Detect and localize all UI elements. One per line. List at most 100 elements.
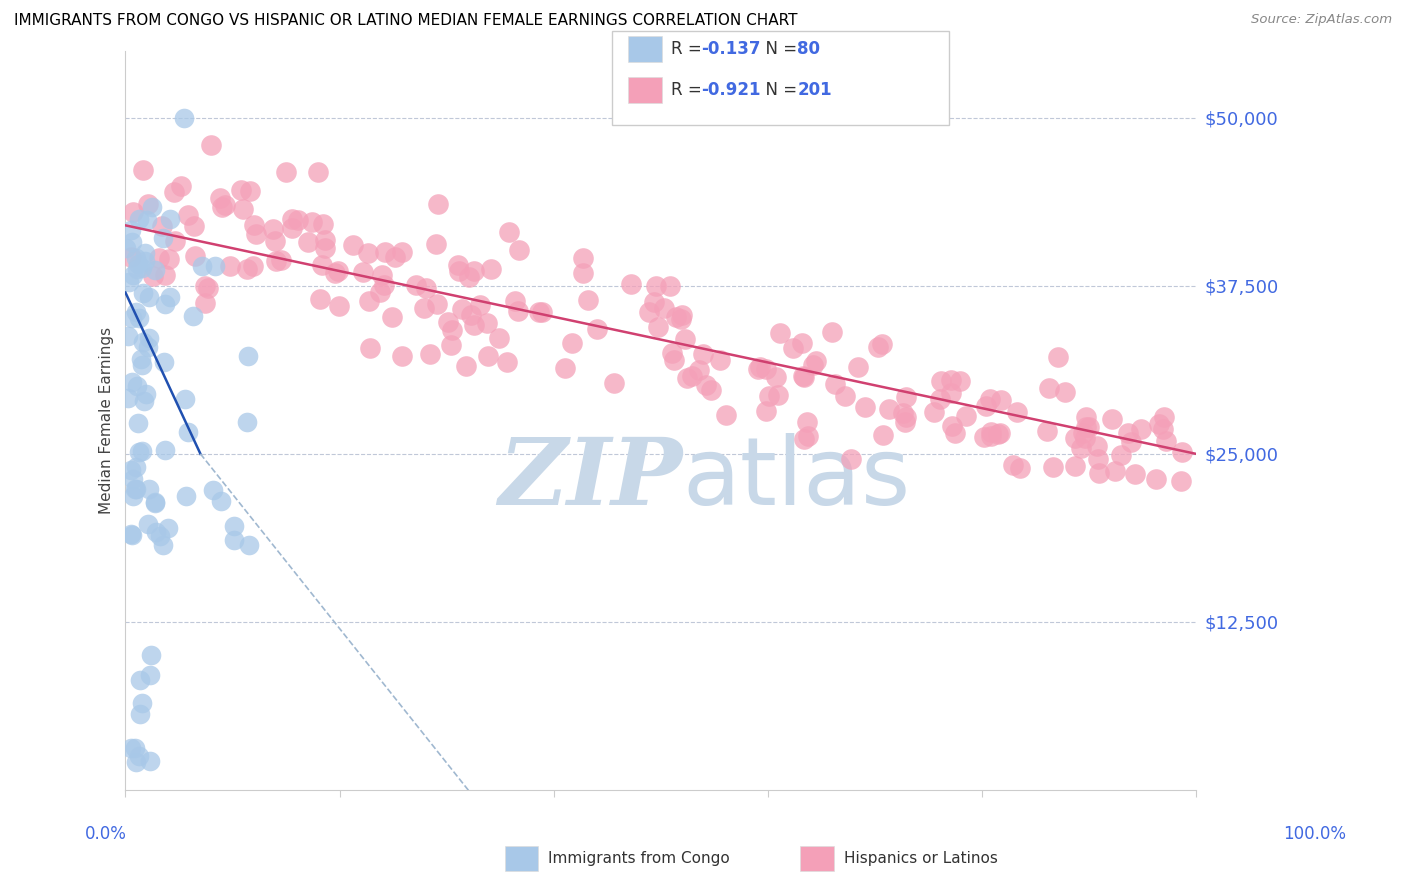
Point <box>1073 426 1095 441</box>
Point <box>1109 448 1132 462</box>
Point <box>673 332 696 346</box>
Point <box>405 278 427 293</box>
Point <box>209 192 232 206</box>
Point <box>131 697 153 711</box>
Text: IMMIGRANTS FROM CONGO VS HISPANIC OR LATINO MEDIAN FEMALE EARNINGS CORRELATION C: IMMIGRANTS FROM CONGO VS HISPANIC OR LAT… <box>14 13 797 29</box>
Point <box>647 320 669 334</box>
Text: ZIP: ZIP <box>498 434 682 524</box>
Point <box>384 250 406 264</box>
Point <box>132 162 155 177</box>
Point <box>238 349 260 363</box>
Point <box>143 496 166 510</box>
Point <box>1074 420 1097 434</box>
Point <box>125 755 148 769</box>
Point <box>163 185 186 199</box>
Point <box>323 266 346 280</box>
Point <box>169 178 191 193</box>
Point <box>894 391 917 405</box>
Point <box>460 309 482 323</box>
Point <box>797 428 820 442</box>
Point <box>157 252 180 266</box>
Point <box>1053 384 1076 399</box>
Point <box>263 234 285 248</box>
Point <box>120 462 142 476</box>
Point <box>153 297 176 311</box>
Point <box>792 368 814 383</box>
Point <box>311 258 333 272</box>
Point <box>143 494 166 508</box>
Point <box>1047 351 1070 365</box>
Point <box>132 394 155 409</box>
Point <box>357 246 380 260</box>
Point <box>503 294 526 309</box>
Point <box>135 212 157 227</box>
Point <box>128 706 150 721</box>
Point <box>132 286 155 301</box>
Point <box>665 310 688 324</box>
Point <box>134 245 156 260</box>
Point <box>498 225 520 239</box>
Point <box>440 338 463 352</box>
Point <box>138 290 160 304</box>
Point <box>929 374 952 388</box>
Point <box>173 111 195 125</box>
Point <box>121 375 143 389</box>
Point <box>1078 419 1101 434</box>
Point <box>1104 464 1126 478</box>
Point <box>447 259 470 273</box>
Text: Source: ZipAtlas.com: Source: ZipAtlas.com <box>1251 13 1392 27</box>
Text: -0.921: -0.921 <box>702 81 761 99</box>
Point <box>194 279 217 293</box>
Point <box>765 369 787 384</box>
Point <box>183 219 205 233</box>
Point <box>371 268 394 282</box>
Point <box>287 213 309 227</box>
Point <box>638 305 661 319</box>
Point <box>138 340 160 354</box>
Point <box>939 373 962 387</box>
Point <box>139 668 162 682</box>
Point <box>139 754 162 768</box>
Point <box>122 268 145 282</box>
Point <box>839 452 862 467</box>
Point <box>576 293 599 308</box>
Point <box>872 427 894 442</box>
Point <box>352 265 374 279</box>
Point <box>804 353 827 368</box>
Point <box>782 341 804 355</box>
Point <box>709 352 731 367</box>
Point <box>242 259 264 273</box>
Point <box>846 359 869 374</box>
Point <box>236 261 259 276</box>
Point <box>939 386 962 401</box>
Point <box>695 378 717 392</box>
Point <box>125 252 148 266</box>
Point <box>877 401 900 416</box>
Point <box>359 294 381 309</box>
Point <box>669 311 692 326</box>
Point <box>1008 460 1031 475</box>
Point <box>177 425 200 439</box>
Point <box>440 323 463 337</box>
Text: Immigrants from Congo: Immigrants from Congo <box>548 851 730 865</box>
Point <box>1171 445 1194 459</box>
Point <box>120 250 142 264</box>
Point <box>190 259 212 273</box>
Point <box>1144 472 1167 486</box>
Text: N =: N = <box>755 40 803 58</box>
Point <box>238 538 260 552</box>
Point <box>181 309 204 323</box>
Point <box>987 426 1010 441</box>
Point <box>194 296 217 310</box>
Text: 80: 80 <box>797 40 820 58</box>
Point <box>131 261 153 276</box>
Point <box>980 425 1002 440</box>
Point <box>457 270 479 285</box>
Point <box>131 358 153 372</box>
Point <box>128 445 150 459</box>
Point <box>652 301 675 315</box>
Point <box>127 262 149 277</box>
Point <box>748 360 770 375</box>
Point <box>309 292 332 306</box>
Point <box>755 404 778 418</box>
